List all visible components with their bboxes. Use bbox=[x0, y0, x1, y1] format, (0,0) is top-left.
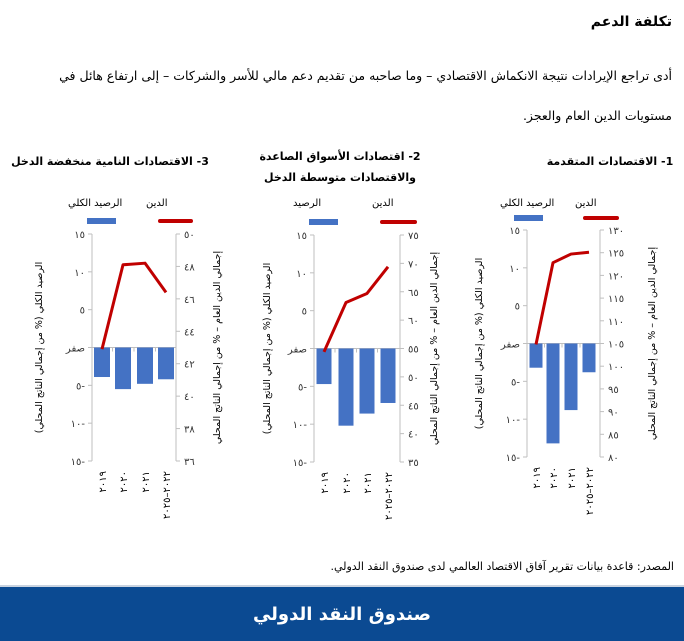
chart-title: 3- الاقتصادات النامية منخفضة الدخل bbox=[11, 155, 209, 168]
right-tick-label: ٤٨ bbox=[184, 262, 195, 273]
left-tick-label: ١٠- bbox=[293, 420, 308, 431]
balance-bar bbox=[565, 344, 578, 411]
category-label: ٢٠٢٢–٢٠٢٥ bbox=[384, 472, 395, 520]
left-axis-title: الرصيد الكلي (% من إجمالي الناتج المحلي) bbox=[34, 262, 45, 433]
right-tick-label: ٤٦ bbox=[184, 295, 195, 306]
right-tick-label: ١٢٥ bbox=[608, 249, 624, 260]
right-axis-title: إجمالي الدين العام – % من إجمالي الناتج … bbox=[212, 251, 223, 445]
right-tick-label: ٩٥ bbox=[608, 385, 619, 396]
balance-bar bbox=[137, 348, 153, 384]
left-tick-label: ١٥ bbox=[296, 231, 307, 242]
left-tick-label: ٥- bbox=[298, 382, 307, 393]
right-tick-label: ٦٥ bbox=[408, 288, 419, 299]
balance-bar bbox=[547, 344, 560, 444]
right-tick-label: ٧٥ bbox=[408, 231, 419, 242]
left-tick-label: ٥- bbox=[76, 381, 85, 392]
left-tick-label: صفر bbox=[65, 344, 85, 355]
chart-title: 1- الاقتصادات المتقدمة bbox=[547, 155, 674, 168]
right-tick-label: ٥٠ bbox=[184, 230, 195, 241]
left-tick-label: ١٥- bbox=[293, 458, 308, 469]
right-axis-title: إجمالي الدين العام – % من إجمالي الناتج … bbox=[647, 247, 658, 441]
right-tick-label: ٣٦ bbox=[184, 457, 195, 468]
legend-bar-label: الرصيد الكلي bbox=[68, 198, 122, 209]
debt-line bbox=[102, 263, 166, 349]
left-tick-label: ١٠ bbox=[74, 268, 85, 279]
chart-title: والاقتصادات متوسطة الدخل bbox=[264, 171, 416, 184]
left-tick-label: ٥ bbox=[515, 302, 520, 313]
left-tick-label: ١٠- bbox=[71, 419, 86, 430]
left-tick-label: ١٥ bbox=[74, 230, 85, 241]
balance-bar bbox=[339, 349, 354, 426]
category-label: ٢٠٢٢–٢٠٢٥ bbox=[162, 471, 173, 519]
right-tick-label: ٩٠ bbox=[608, 408, 619, 419]
left-tick-label: ١٠- bbox=[506, 415, 521, 426]
balance-bar bbox=[317, 349, 332, 385]
right-tick-label: ١١٠ bbox=[608, 317, 624, 328]
right-tick-label: ١٣٠ bbox=[608, 226, 624, 237]
right-tick-label: ٤٢ bbox=[184, 360, 195, 371]
debt-line bbox=[536, 252, 589, 344]
right-tick-label: ٤٥ bbox=[408, 401, 419, 412]
right-tick-label: ١٠٥ bbox=[608, 340, 624, 351]
right-tick-label: ١١٥ bbox=[608, 294, 624, 305]
balance-bar bbox=[530, 344, 543, 368]
balance-bar bbox=[583, 344, 596, 373]
left-tick-label: ١٥- bbox=[71, 457, 86, 468]
category-label: ٢٠٢٠ bbox=[342, 472, 353, 493]
category-label: ٢٠٢٢–٢٠٢٥ bbox=[585, 467, 596, 515]
category-label: ٢٠٢٠ bbox=[549, 467, 560, 488]
right-tick-label: ٤٤ bbox=[184, 327, 195, 338]
balance-bar bbox=[115, 348, 131, 390]
left-tick-label: ٥ bbox=[302, 307, 307, 318]
left-tick-label: صفر bbox=[287, 345, 307, 356]
balance-bar bbox=[94, 348, 110, 378]
right-tick-label: ٣٥ bbox=[408, 458, 419, 469]
footer-brand: صندوق النقد الدولي bbox=[253, 604, 431, 625]
balance-bar bbox=[360, 349, 375, 414]
charts-area: 1- الاقتصادات المتقدمة الرصيد الكلي الدين ١… bbox=[0, 0, 684, 555]
source-note: المصدر: قاعدة بيانات تقرير آفاق الاقتصاد… bbox=[330, 560, 674, 573]
category-label: ٢٠١٩ bbox=[532, 467, 543, 488]
right-tick-label: ١٠٠ bbox=[608, 362, 624, 373]
right-tick-label: ٨٥ bbox=[608, 430, 619, 441]
legend-line-label: الدين bbox=[146, 198, 167, 209]
right-tick-label: ٧٠ bbox=[408, 259, 419, 270]
right-tick-label: ٣٨ bbox=[184, 425, 195, 436]
category-label: ٢٠١٩ bbox=[98, 471, 109, 492]
balance-bar bbox=[158, 348, 174, 380]
right-tick-label: ٦٠ bbox=[408, 316, 419, 327]
category-label: ٢٠١٩ bbox=[320, 472, 331, 493]
left-tick-label: صفر bbox=[500, 340, 520, 351]
right-tick-label: ٤٠ bbox=[184, 392, 195, 403]
category-label: ٢٠٢١ bbox=[141, 471, 152, 492]
chart-title: 2- اقتصادات الأسواق الصاعدة bbox=[259, 149, 420, 163]
left-axis-title: الرصيد الكلي (% من إجمالي الناتج المحلي) bbox=[474, 258, 485, 429]
right-tick-label: ٨٠ bbox=[608, 453, 619, 464]
left-tick-label: ١٥- bbox=[506, 453, 521, 464]
balance-bar bbox=[381, 349, 396, 403]
right-tick-label: ١٢٠ bbox=[608, 271, 624, 282]
legend-line-label: الدين bbox=[372, 198, 393, 209]
left-tick-label: ١٠ bbox=[509, 264, 520, 275]
left-axis-title: الرصيد الكلي (% من إجمالي الناتج المحلي) bbox=[262, 263, 273, 434]
footer-bar: صندوق النقد الدولي bbox=[0, 585, 684, 641]
right-tick-label: ٥٠ bbox=[408, 373, 419, 384]
legend-bar-label: الرصيد bbox=[293, 198, 321, 209]
legend-bar-label: الرصيد الكلي bbox=[500, 198, 554, 209]
right-axis-title: إجمالي الدين العام – % من إجمالي الناتج … bbox=[429, 252, 440, 446]
category-label: ٢٠٢٠ bbox=[119, 471, 130, 492]
legend-line-label: الدين bbox=[575, 198, 596, 209]
category-label: ٢٠٢١ bbox=[363, 472, 374, 493]
debt-line bbox=[324, 267, 388, 352]
right-tick-label: ٤٠ bbox=[408, 430, 419, 441]
left-tick-label: ١٥ bbox=[509, 226, 520, 237]
category-label: ٢٠٢١ bbox=[567, 467, 578, 488]
left-tick-label: ٥ bbox=[80, 306, 85, 317]
left-tick-label: ٥- bbox=[511, 377, 520, 388]
left-tick-label: ١٠ bbox=[296, 269, 307, 280]
right-tick-label: ٥٥ bbox=[408, 345, 419, 356]
